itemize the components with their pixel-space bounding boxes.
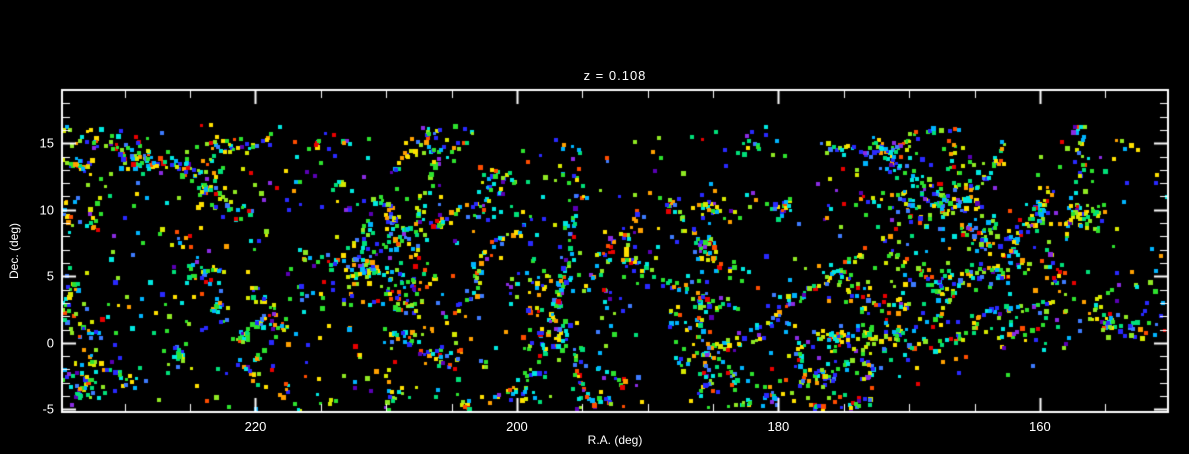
plot-title: z = 0.108 — [583, 68, 647, 83]
y-tick-label: 10 — [39, 202, 54, 218]
y-axis-label: Dec. (deg) — [7, 222, 21, 280]
y-tick-label: 15 — [39, 135, 54, 151]
x-tick-label: 180 — [767, 419, 790, 434]
y-tick-label: 0 — [46, 335, 54, 351]
x-axis-label: R.A. (deg) — [587, 433, 643, 447]
x-tick-label: 220 — [244, 419, 267, 434]
x-tick-label: 160 — [1029, 419, 1051, 434]
x-tick-label: 200 — [506, 419, 528, 434]
y-tick-label: 5 — [46, 268, 54, 284]
y-tick-label: -5 — [42, 401, 54, 417]
